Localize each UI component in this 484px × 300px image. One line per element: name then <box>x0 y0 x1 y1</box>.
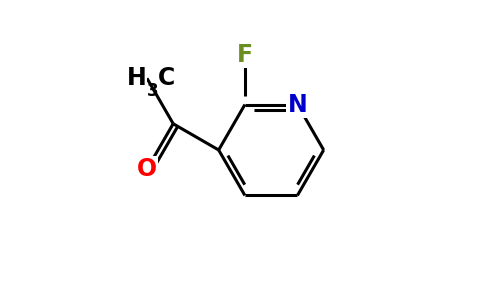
Text: F: F <box>237 43 253 67</box>
Text: C: C <box>158 66 175 90</box>
Text: N: N <box>287 92 307 116</box>
Text: 3: 3 <box>147 82 159 100</box>
Text: H: H <box>127 66 147 90</box>
Text: O: O <box>137 157 157 181</box>
